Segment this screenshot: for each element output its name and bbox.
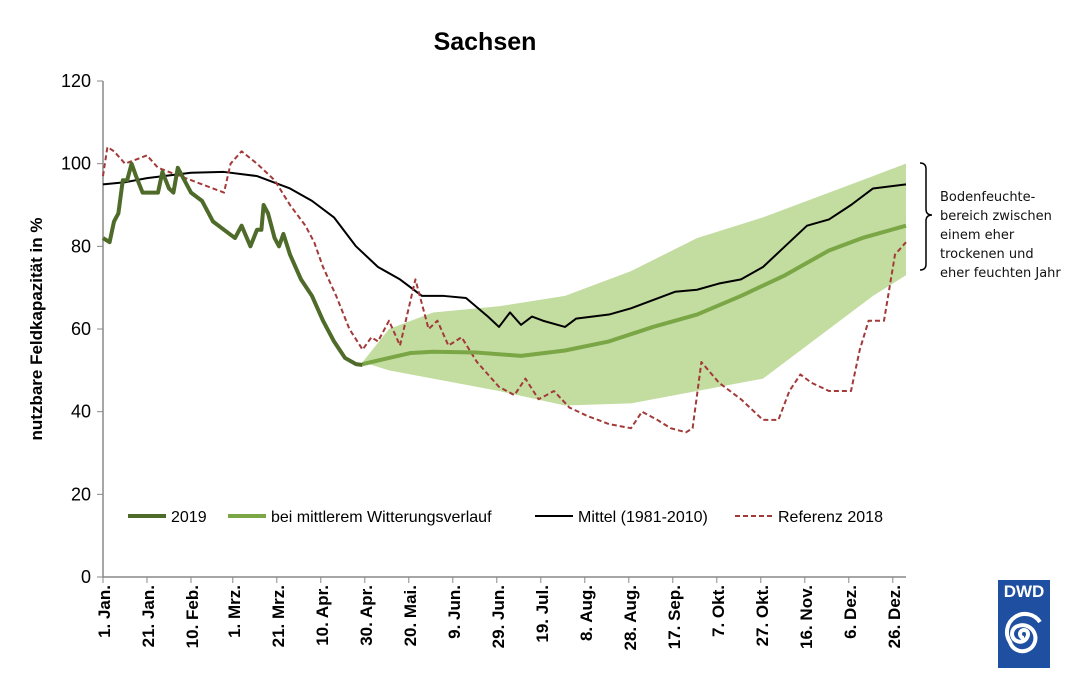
logo-text: DWD xyxy=(1003,582,1045,601)
x-tick-label: 21. Jan. xyxy=(139,585,158,647)
moisture-range-band xyxy=(362,163,907,406)
y-tick-label: 100 xyxy=(61,154,91,174)
legend-label: 2019 xyxy=(171,509,207,526)
spiral-icon xyxy=(1004,612,1042,654)
x-tick-label: 29. Jun. xyxy=(489,585,508,648)
x-tick-label: 10. Apr. xyxy=(313,585,332,646)
x-tick-label: 20. Mai. xyxy=(401,585,420,646)
x-tick-label: 10. Feb. xyxy=(183,585,202,648)
x-tick-label: 7. Okt. xyxy=(709,585,728,637)
x-tick-label: 27. Okt. xyxy=(753,585,772,646)
annotation-brace xyxy=(919,162,933,271)
x-tick-label: 16. Nov. xyxy=(797,585,816,649)
legend-label: Mittel (1981-2010) xyxy=(578,509,708,526)
y-tick-label: 40 xyxy=(71,402,91,422)
series-line-3 xyxy=(102,146,907,434)
band-annotation: Bodenfeuchte- bereich zwischen einem ehe… xyxy=(940,190,1061,281)
series-line-2 xyxy=(102,170,907,328)
y-tick-label: 60 xyxy=(71,319,91,339)
x-tick-label: 1. Jan. xyxy=(95,585,114,638)
legend-label: bei mittlerem Witterungsverlauf xyxy=(271,509,492,526)
x-tick-label: 6. Dez. xyxy=(841,585,860,639)
y-axis-label: nutzbare Feldkapazität in % xyxy=(27,218,46,441)
x-tick-label: 17. Sep. xyxy=(665,585,684,649)
series-line-0 xyxy=(101,161,363,367)
y-tick-label: 80 xyxy=(71,236,91,256)
x-tick-label: 19. Jul. xyxy=(533,585,552,643)
x-tick-label: 21. Mrz. xyxy=(269,585,288,647)
x-tick-label: 9. Jun. xyxy=(445,585,464,639)
x-tick-label: 30. Apr. xyxy=(357,585,376,646)
series-line-1 xyxy=(362,223,907,367)
x-tick-label: 28. Aug. xyxy=(621,585,640,651)
dwd-logo: DWD xyxy=(998,580,1050,668)
y-tick-label: 0 xyxy=(81,567,91,587)
chart-title: Sachsen xyxy=(434,28,537,56)
x-tick-label: 26. Dez. xyxy=(885,585,904,648)
legend-label: Referenz 2018 xyxy=(778,509,883,526)
y-tick-label: 20 xyxy=(71,484,91,504)
x-tick-label: 1. Mrz. xyxy=(225,585,244,638)
y-tick-label: 120 xyxy=(61,71,91,91)
x-tick-label: 8. Aug. xyxy=(577,585,596,641)
